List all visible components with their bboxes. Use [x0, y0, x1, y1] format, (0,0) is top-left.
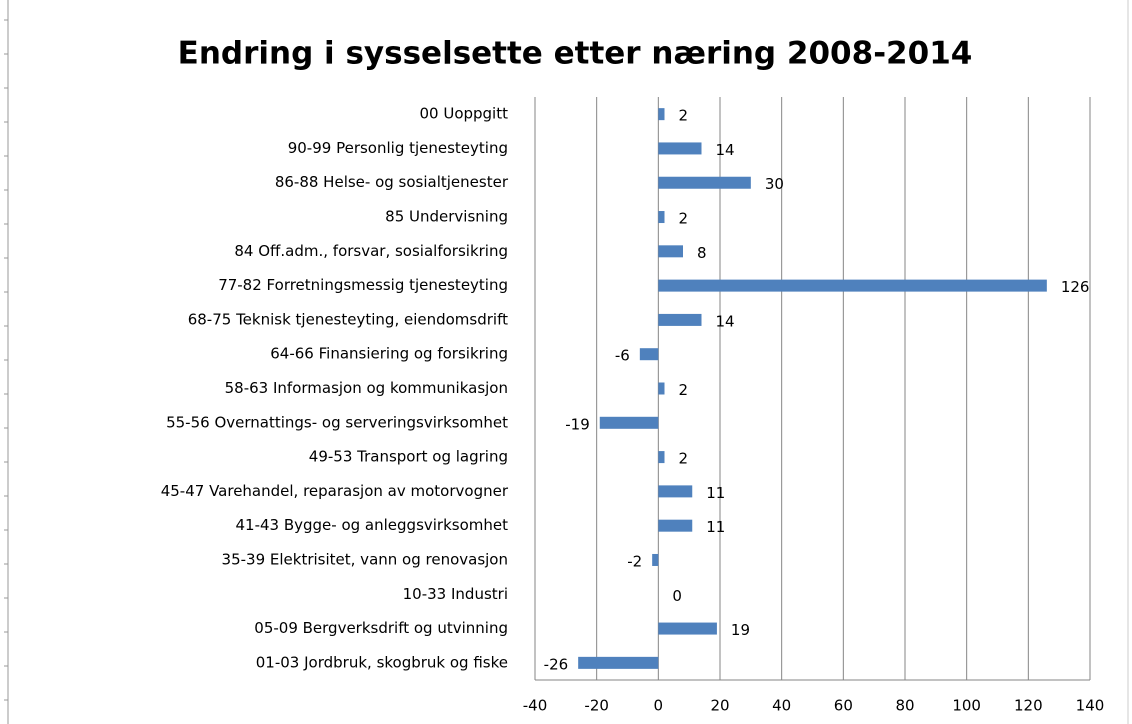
bar	[658, 451, 665, 464]
bar	[658, 211, 665, 224]
y-tick-label: 45-47 Varehandel, reparasjon av motorvog…	[161, 482, 509, 500]
data-label: -2	[627, 552, 642, 570]
y-tick-label: 01-03 Jordbruk, skogbruk og fiske	[256, 653, 508, 671]
y-tick-label: 10-33 Industri	[403, 585, 508, 603]
data-label: 2	[679, 450, 689, 468]
y-tick-label: 58-63 Informasjon og kommunikasjon	[225, 379, 508, 397]
data-label: 30	[765, 175, 784, 193]
data-label: 11	[706, 484, 725, 502]
data-label: 2	[679, 107, 689, 125]
y-tick-label: 55-56 Overnattings- og serveringsvirksom…	[166, 413, 508, 431]
bar	[658, 485, 693, 498]
x-tick-label: 60	[834, 697, 853, 715]
bar	[639, 348, 659, 361]
y-tick-label: 86-88 Helse- og sosialtjenester	[275, 173, 509, 191]
y-tick-label: 68-75 Teknisk tjenesteyting, eiendomsdri…	[188, 310, 508, 328]
data-label: 14	[716, 141, 735, 159]
data-label: 0	[672, 587, 682, 605]
bar	[658, 313, 702, 326]
y-tick-label: 77-82 Forretningsmessig tjenesteyting	[218, 276, 508, 294]
y-tick-label: 90-99 Personlig tjenesteyting	[288, 139, 508, 157]
data-label: -6	[615, 347, 630, 365]
x-tick-label: -40	[523, 697, 548, 715]
y-tick-label: 00 Uoppgitt	[419, 105, 508, 123]
x-tick-label: 140	[1076, 697, 1105, 715]
bar	[658, 176, 751, 189]
data-label: -19	[565, 415, 590, 433]
x-tick-label: 100	[952, 697, 981, 715]
x-tick-label: 0	[654, 697, 664, 715]
y-tick-label: 64-66 Finansiering og forsikring	[270, 345, 508, 363]
data-label: 11	[706, 518, 725, 536]
y-tick-label: 05-09 Bergverksdrift og utvinning	[254, 619, 508, 637]
x-tick-label: 80	[895, 697, 914, 715]
bar	[658, 382, 665, 395]
bar	[658, 245, 683, 258]
bar	[658, 519, 693, 532]
data-label: -26	[544, 655, 569, 673]
x-tick-label: 40	[772, 697, 791, 715]
y-tick-label: 41-43 Bygge- og anleggsvirksomhet	[235, 516, 508, 534]
bar	[658, 108, 665, 121]
chart-title: Endring i sysselsette etter næring 2008-…	[178, 36, 973, 72]
bar	[658, 279, 1047, 292]
data-label: 19	[731, 621, 750, 639]
y-tick-label: 49-53 Transport og lagring	[309, 448, 508, 466]
data-label: 14	[716, 312, 735, 330]
y-tick-label: 84 Off.adm., forsvar, sosialforsikring	[234, 242, 508, 260]
x-tick-label: 20	[710, 697, 729, 715]
data-label: 126	[1061, 278, 1090, 296]
data-label: 2	[679, 210, 689, 228]
data-label: 2	[679, 381, 689, 399]
x-tick-label: 120	[1014, 697, 1043, 715]
y-tick-label: 35-39 Elektrisitet, vann og renovasjon	[222, 550, 508, 568]
bar	[578, 656, 659, 669]
bar	[599, 416, 659, 429]
data-label: 8	[697, 244, 707, 262]
x-tick-label: -20	[584, 697, 609, 715]
bar	[652, 553, 659, 566]
y-tick-label: 85 Undervisning	[385, 208, 508, 226]
bar	[658, 622, 717, 635]
bar	[658, 142, 702, 155]
